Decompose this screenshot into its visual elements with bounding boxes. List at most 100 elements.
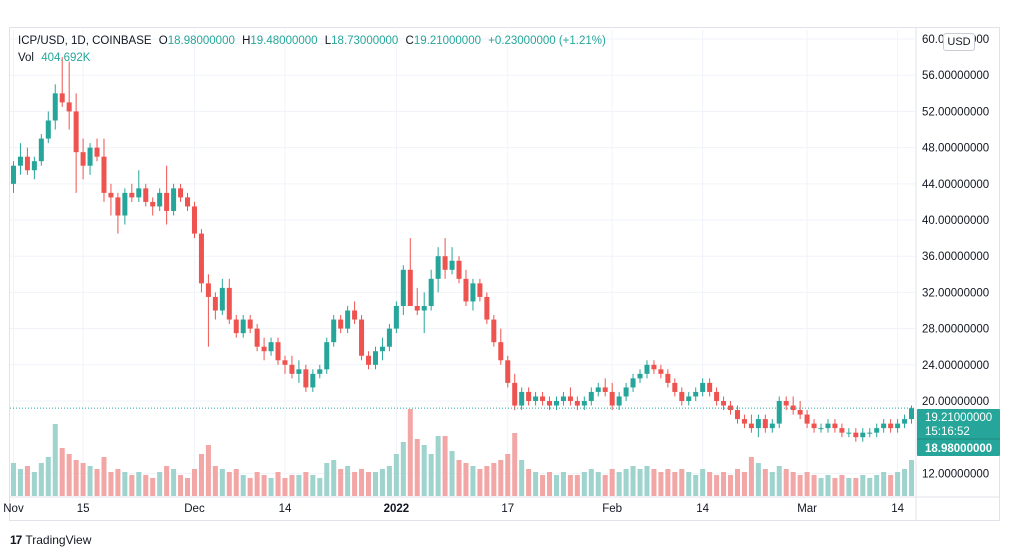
candle-body [658,369,664,374]
candle-body [212,296,218,311]
candle-body [818,428,824,430]
candle-body [59,93,65,103]
candle-body [832,423,838,429]
candle-body [157,192,163,207]
price-axis: 12.00000000 20.00000000 24.00000000 28.0000… [922,34,989,480]
candle-series [10,57,915,442]
volume-bar [574,475,580,496]
candle-body [567,396,573,401]
volume-bar [212,466,218,496]
volume-bar [379,469,385,496]
volume-bar [853,478,859,496]
volume-bar [839,475,845,496]
volume-bar [762,469,768,496]
volume-bar [45,457,51,496]
candle-body [372,351,378,365]
candle-body [115,197,121,216]
candle-body [254,328,260,347]
time-tick-label: Mar [797,503,817,515]
high-value: 19.48000000 [250,35,318,47]
volume-bar [129,475,135,496]
time-tick-label: 14 [891,503,904,515]
volume-bar [804,472,810,496]
volume-bar [66,454,72,496]
volume-bar [463,463,469,496]
currency-button[interactable]: USD [943,33,975,51]
candle-body [310,373,316,388]
candle-body [101,156,107,193]
volume-bar [721,472,727,496]
candle-body [136,188,142,198]
volume-bar [797,475,803,496]
candle-body [129,192,135,198]
candle-body [296,369,302,374]
volume-bar [755,463,761,496]
volume-bar [560,472,566,496]
volume-bar [595,472,601,496]
volume-bar [630,466,636,496]
volume-bar [728,475,734,496]
volume-bar [24,466,30,496]
grid [10,30,915,496]
volume-bar [693,475,699,496]
candle-body [282,360,288,365]
volume-bar [533,472,539,496]
price-tick-label: 52.00000000 [922,106,989,118]
candle-body [644,364,650,374]
volume-bar [73,460,79,496]
volume-bar [296,475,302,496]
volume-bar [407,409,413,496]
candle-body [825,423,831,429]
volume-bar [143,475,149,496]
candle-body [762,419,768,429]
volume-bar [832,478,838,496]
candle-body [240,319,246,334]
volume-bar [498,460,504,496]
candle-body [616,396,622,406]
candle-body [895,423,901,429]
volume-bar [909,460,915,496]
volume-bar [205,445,211,496]
candle-body [45,120,51,139]
volume-bar [623,469,629,496]
open-value: 18.98000000 [167,35,235,47]
candle-body [80,152,86,166]
candle-body [714,391,720,401]
candle-body [428,278,434,306]
volume-bar [581,472,587,496]
volume-bar [268,478,274,496]
candle-body [66,102,72,112]
tradingview-brand[interactable]: 17 TradingView [10,533,91,547]
volume-bar [547,472,553,496]
time-tick-label: 17 [501,503,514,515]
candle-body [226,287,232,320]
candle-body [352,310,358,320]
volume-bar [456,460,462,496]
badge-price: 19.21000000 [925,412,992,424]
price-tick-label: 56.00000000 [922,70,989,82]
volume-bar [108,472,114,496]
candle-body [623,387,629,397]
symbol-label[interactable]: ICP/USD, 1D, COINBASE [18,35,152,47]
time-tick-label: Nov [3,503,24,515]
candle-body [776,400,782,424]
price-badge: 19.21000000 15:16:52 18.98000000 [917,409,1000,456]
candle-body [463,278,469,302]
volume-bar [87,466,93,496]
price-tick-label: 24.00000000 [922,360,989,372]
candle-body [547,400,553,406]
candle-body [233,319,239,334]
ohlc-legend: ICP/USD, 1D, COINBASE O18.98000000 H19.4… [18,35,610,47]
volume-bar [338,469,344,496]
candle-body [289,364,295,374]
candle-body [414,305,420,311]
candle-body [122,192,128,216]
candle-body [498,342,504,361]
volume-bar [52,424,58,496]
volume-bar [185,478,191,496]
badge-open: 18.98000000 [925,443,992,455]
volume-bar [818,478,824,496]
candle-body [519,391,525,406]
candle-body [741,419,747,424]
